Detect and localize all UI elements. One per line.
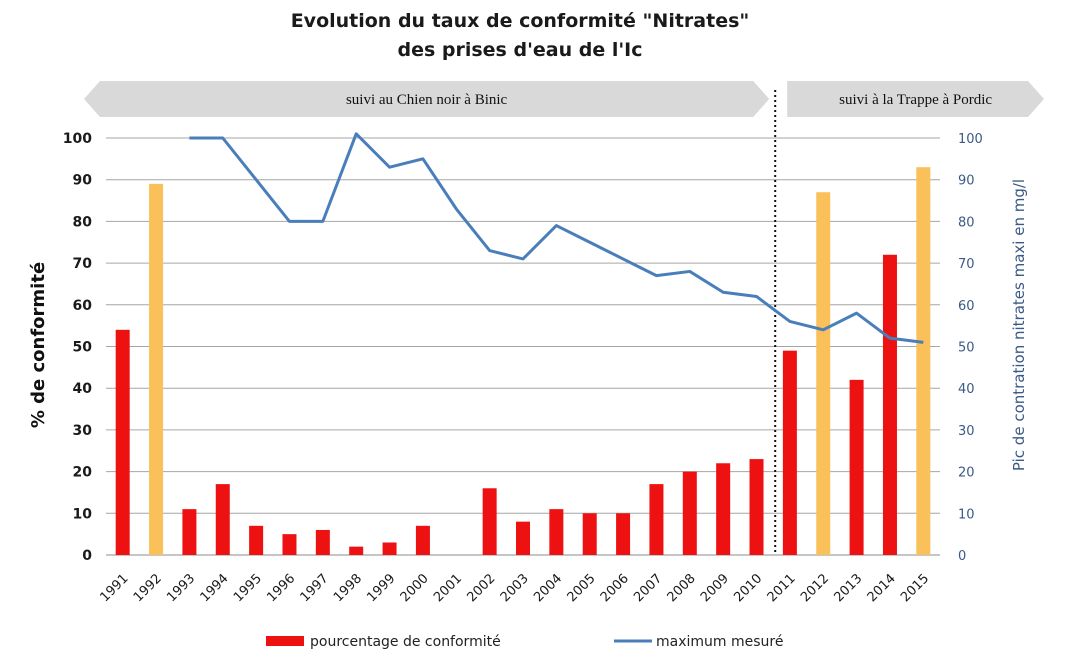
x-tick-label: 1993 — [164, 571, 198, 605]
bar — [516, 521, 530, 555]
y-axis-label: % de conformité — [28, 262, 49, 428]
bar — [816, 192, 831, 555]
y-right-tick-label: 60 — [958, 299, 975, 314]
y-tick-label: 10 — [73, 506, 93, 522]
bar — [782, 350, 797, 555]
gridlines — [106, 137, 940, 556]
x-tick-label: 2005 — [565, 571, 599, 605]
bar-series — [115, 167, 931, 555]
x-tick-label: 2003 — [498, 571, 532, 605]
y-tick-label: 20 — [73, 465, 93, 481]
bar — [182, 509, 197, 555]
bar — [649, 484, 664, 555]
x-tick-label: 2006 — [598, 571, 632, 605]
y-tick-label: 100 — [63, 131, 92, 147]
x-tick-label: 1998 — [331, 571, 365, 605]
x-tick-label: 1994 — [198, 571, 232, 605]
y-right-tick-label: 70 — [958, 257, 975, 272]
x-tick-label: 1991 — [98, 571, 132, 605]
x-tick-label: 2011 — [765, 571, 799, 605]
x-tick-label: 2000 — [398, 571, 432, 605]
legend: pourcentage de conformité maximum mesuré — [266, 634, 783, 650]
period-band-label: suivi au Chien noir à Binic — [346, 92, 508, 108]
left-axis-ticks: 0 10 20 30 40 50 60 70 80 90 100 — [63, 131, 92, 564]
legend-swatch-bar — [266, 636, 304, 646]
bar — [616, 513, 631, 555]
y-tick-label: 60 — [73, 298, 93, 314]
x-tick-label: 2015 — [898, 571, 932, 605]
x-tick-label: 1995 — [231, 571, 265, 605]
y-right-tick-label: 0 — [958, 549, 966, 564]
bar — [916, 167, 931, 555]
bar — [215, 484, 230, 555]
period-bands: suivi au Chien noir à Binic suivi à la Tr… — [84, 81, 1044, 117]
x-tick-label: 2014 — [865, 571, 899, 605]
bar — [349, 546, 364, 555]
x-tick-label: 2004 — [531, 571, 565, 605]
x-tick-label: 2012 — [798, 571, 832, 605]
chart-title-line1: Evolution du taux de conformité "Nitrate… — [291, 10, 750, 32]
x-tick-label: 2002 — [464, 571, 498, 605]
y-axis-right-label: Pic de contration nitrates maxi en mg/l — [1010, 179, 1028, 471]
x-axis-ticks: 1991 1992 1993 1994 1995 1996 1997 1998 1999 2000… — [98, 571, 933, 605]
bar — [115, 329, 130, 555]
maximum-line — [189, 132, 924, 344]
bar — [282, 534, 297, 555]
bar — [882, 254, 897, 555]
bar — [582, 513, 597, 555]
y-right-tick-label: 10 — [958, 507, 975, 522]
y-right-tick-label: 50 — [958, 341, 975, 356]
y-tick-label: 80 — [73, 214, 93, 230]
chart-title-line2: des prises d'eau de l'Ic — [397, 39, 642, 61]
y-tick-label: 0 — [82, 548, 92, 564]
x-tick-label: 2001 — [431, 571, 465, 605]
x-tick-label: 1996 — [264, 571, 298, 605]
x-tick-label: 2008 — [665, 571, 699, 605]
y-right-tick-label: 90 — [958, 174, 975, 189]
y-right-tick-label: 100 — [958, 132, 983, 147]
period-band-label: suivi à la Trappe à Pordic — [839, 92, 992, 108]
bar — [249, 525, 264, 555]
y-tick-label: 70 — [73, 256, 93, 272]
y-tick-label: 30 — [73, 423, 93, 439]
y-tick-label: 40 — [73, 381, 93, 397]
y-tick-label: 90 — [73, 173, 93, 189]
x-tick-label: 2013 — [831, 571, 865, 605]
bar — [749, 459, 764, 555]
x-tick-label: 1997 — [298, 571, 332, 605]
legend-label-line: maximum mesuré — [656, 634, 783, 650]
x-tick-label: 2010 — [731, 571, 765, 605]
x-tick-label: 1999 — [364, 571, 398, 605]
bar — [149, 183, 164, 555]
bar — [682, 471, 697, 555]
legend-label-bar: pourcentage de conformité — [310, 634, 501, 650]
bar — [482, 488, 497, 555]
right-axis-ticks: 0 10 20 30 40 50 60 70 80 90 100 — [958, 132, 983, 564]
y-right-tick-label: 80 — [958, 215, 975, 230]
y-tick-label: 50 — [73, 340, 93, 356]
y-right-tick-label: 40 — [958, 382, 975, 397]
x-tick-label: 2009 — [698, 571, 732, 605]
x-tick-label: 1992 — [131, 571, 165, 605]
x-tick-label: 2007 — [631, 571, 665, 605]
period-band-arrow — [787, 81, 1044, 117]
bar — [415, 525, 430, 555]
bar — [549, 509, 564, 555]
bar — [315, 529, 330, 555]
bar — [849, 379, 864, 555]
y-right-tick-label: 30 — [958, 424, 975, 439]
period-band-arrow — [84, 81, 770, 117]
y-right-tick-label: 20 — [958, 466, 975, 481]
bar — [716, 463, 731, 555]
bar — [382, 542, 397, 555]
